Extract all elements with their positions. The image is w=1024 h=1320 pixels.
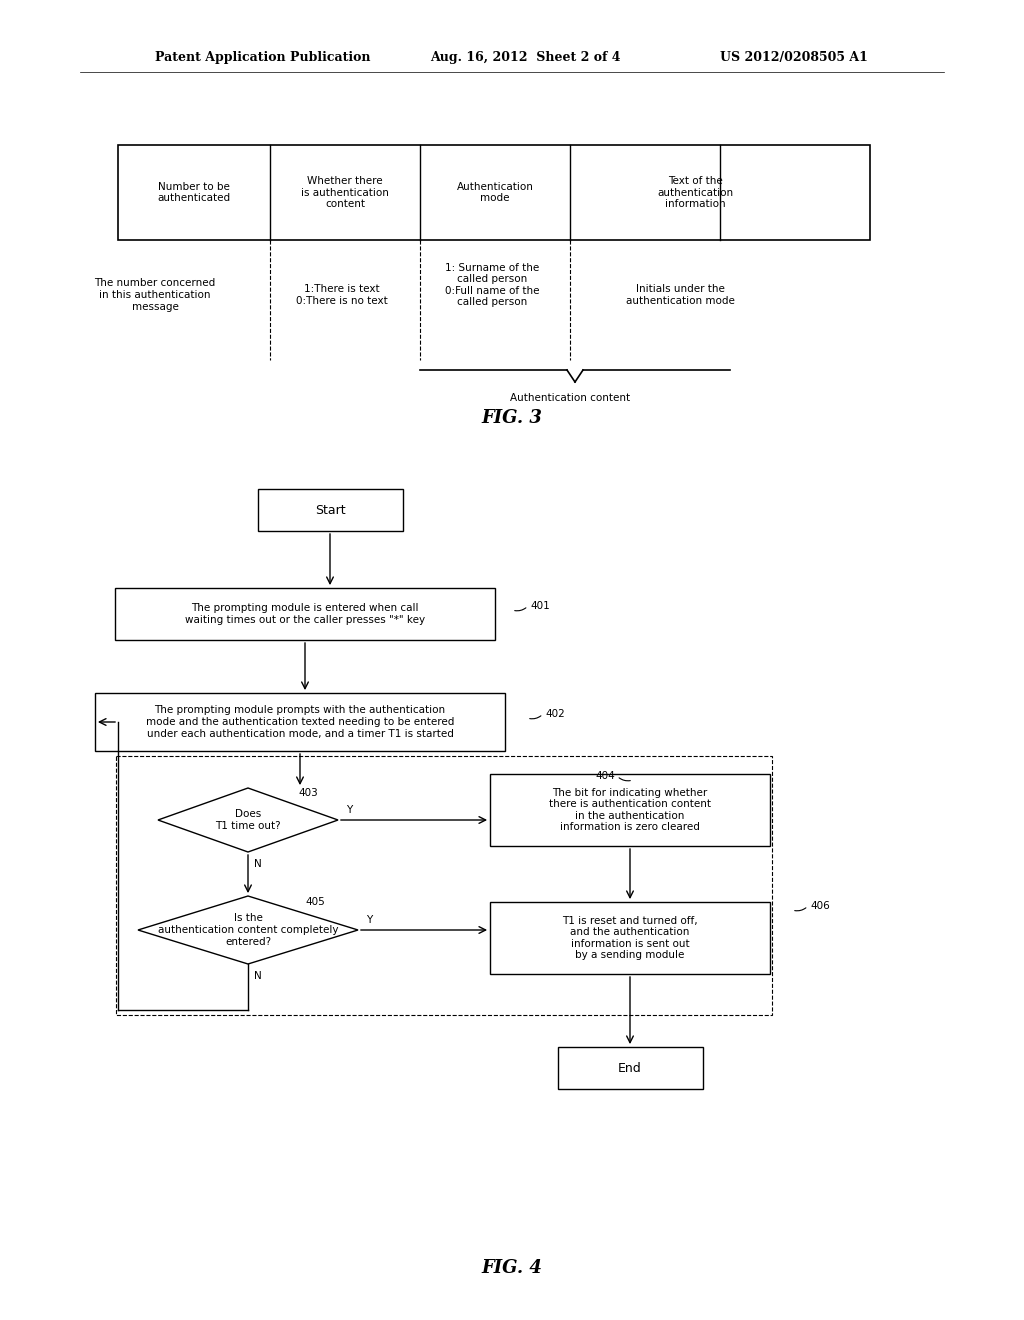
Text: Does
T1 time out?: Does T1 time out? (215, 809, 281, 830)
Bar (115, 587, 495, 640)
Text: Whether there
is authentication
content: Whether there is authentication content (301, 176, 389, 209)
Text: 405: 405 (305, 898, 325, 907)
Bar (490, 774, 770, 846)
Text: Authentication content: Authentication content (510, 393, 630, 403)
Text: 402: 402 (545, 709, 565, 719)
Text: Y: Y (346, 805, 352, 814)
Text: FIG. 4: FIG. 4 (481, 1259, 543, 1276)
Text: Aug. 16, 2012  Sheet 2 of 4: Aug. 16, 2012 Sheet 2 of 4 (430, 50, 621, 63)
Text: 1:There is text
0:There is no text: 1:There is text 0:There is no text (296, 284, 388, 306)
Text: N: N (254, 859, 262, 869)
Text: 404: 404 (595, 771, 615, 781)
Text: Authentication
mode: Authentication mode (457, 182, 534, 203)
Text: Y: Y (366, 915, 373, 925)
Text: 403: 403 (298, 788, 317, 799)
Bar (116, 756, 772, 1015)
Text: Text of the
authentication
information: Text of the authentication information (657, 176, 733, 209)
Text: Start: Start (314, 503, 345, 516)
Text: End: End (618, 1061, 642, 1074)
Text: T1 is reset and turned off,
and the authentication
information is sent out
by a : T1 is reset and turned off, and the auth… (562, 916, 697, 961)
Bar (490, 902, 770, 974)
Bar (257, 488, 402, 531)
Text: 1: Surname of the
called person
0:Full name of the
called person: 1: Surname of the called person 0:Full n… (444, 263, 540, 308)
Text: Patent Application Publication: Patent Application Publication (155, 50, 371, 63)
Text: Number to be
authenticated: Number to be authenticated (158, 182, 230, 203)
Bar (118, 145, 870, 240)
Text: FIG. 3: FIG. 3 (481, 409, 543, 426)
Text: Is the
authentication content completely
entered?: Is the authentication content completely… (158, 913, 338, 946)
Text: The prompting module is entered when call
waiting times out or the caller presse: The prompting module is entered when cal… (185, 603, 425, 624)
Text: 406: 406 (810, 902, 829, 911)
Text: The prompting module prompts with the authentication
mode and the authentication: The prompting module prompts with the au… (145, 705, 455, 739)
Bar (557, 1047, 702, 1089)
Bar (95, 693, 505, 751)
Text: 401: 401 (530, 601, 550, 611)
Text: N: N (254, 972, 262, 981)
Text: US 2012/0208505 A1: US 2012/0208505 A1 (720, 50, 868, 63)
Text: Initials under the
authentication mode: Initials under the authentication mode (626, 284, 734, 306)
Polygon shape (138, 896, 358, 964)
Text: The number concerned
in this authentication
message: The number concerned in this authenticat… (94, 279, 216, 312)
Text: The bit for indicating whether
there is authentication content
in the authentica: The bit for indicating whether there is … (549, 788, 711, 833)
Polygon shape (158, 788, 338, 851)
